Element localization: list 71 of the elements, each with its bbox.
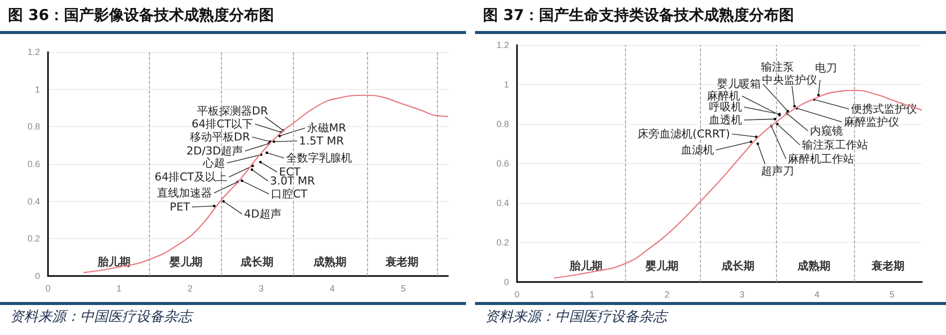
annotation: 衰老期 bbox=[870, 260, 904, 272]
annotation: 血滤机 bbox=[681, 144, 714, 156]
text: 资料来源：中国医疗设备杂志 bbox=[10, 308, 192, 326]
x-tick-label: 1 bbox=[116, 284, 122, 294]
annotation: 输注泵 bbox=[761, 60, 794, 74]
annotation: 麻醉机工作站 bbox=[788, 152, 854, 166]
x-tick-label: 2 bbox=[664, 290, 670, 300]
annotation: 心超 bbox=[202, 156, 225, 170]
y-tick-label: 0.2 bbox=[496, 238, 509, 248]
line-series bbox=[82, 94, 449, 274]
annotation: 64排CT以下 bbox=[192, 118, 253, 130]
x-tick-label: 3 bbox=[739, 290, 745, 300]
annotation: 床旁血滤机(CRRT) bbox=[638, 128, 730, 140]
annotation: 1.5T MR bbox=[299, 134, 344, 148]
annotation: 麻醉机 bbox=[707, 90, 740, 102]
annotation: 全数字乳腺机 bbox=[286, 152, 352, 164]
annotation: 成熟期 bbox=[312, 256, 346, 268]
x-tick-label: 5 bbox=[889, 290, 895, 300]
annotation: 平板探测器DR bbox=[196, 104, 268, 118]
annotation: 呼吸机 bbox=[709, 100, 742, 114]
x-tick-label: 0 bbox=[514, 290, 520, 300]
annotation: 3.0T MR bbox=[270, 174, 316, 188]
annotation: 输注泵工作站 bbox=[802, 138, 868, 152]
y-tick-label: 1 bbox=[504, 80, 509, 90]
annotation: 便携式监护仪 bbox=[851, 102, 917, 116]
annotation: 移动平板DR bbox=[190, 130, 250, 144]
x-tick-label: 4 bbox=[814, 290, 820, 300]
y-tick-label: 0 bbox=[504, 277, 509, 287]
y-tick-label: 0.8 bbox=[496, 119, 509, 129]
y-tick-label: 0.6 bbox=[27, 159, 40, 169]
annotation: 婴儿暖箱 bbox=[717, 78, 761, 90]
annotation: 婴儿期 bbox=[168, 256, 202, 268]
x-tick-label: 2 bbox=[188, 284, 193, 294]
x-tick-label: 5 bbox=[400, 284, 406, 294]
y-tick-label: 0.4 bbox=[496, 198, 509, 208]
annotation: 64排CT及以上 bbox=[154, 170, 227, 184]
y-tick-label: 0 bbox=[34, 271, 40, 281]
annotation: 麻醉监护仪 bbox=[844, 116, 899, 128]
y-tick-label: 0.4 bbox=[27, 196, 40, 206]
x-tick-label: 0 bbox=[45, 284, 51, 294]
annotation: 成熟期 bbox=[796, 260, 830, 272]
annotation: 超声刀 bbox=[761, 164, 794, 178]
annotation: 胎儿期 bbox=[568, 260, 602, 272]
annotation: 婴儿期 bbox=[644, 260, 678, 272]
line-series bbox=[553, 90, 923, 279]
annotation: 电刀 bbox=[815, 62, 837, 74]
annotation: 2D/3D超声 bbox=[186, 144, 243, 158]
annotation: 衰老期 bbox=[384, 256, 418, 268]
y-tick-label: 0.2 bbox=[27, 234, 40, 244]
annotation: 成长期 bbox=[720, 260, 754, 272]
y-tick-label: 0.6 bbox=[496, 158, 509, 168]
annotation: 血透机 bbox=[709, 114, 742, 126]
y-tick-label: 1.2 bbox=[27, 47, 40, 57]
text: 资料来源：中国医疗设备杂志 bbox=[485, 308, 667, 326]
y-tick-label: 1 bbox=[34, 84, 40, 94]
y-tick-label: 1.2 bbox=[496, 40, 509, 50]
annotation: 4D超声 bbox=[244, 208, 282, 220]
annotation: 胎儿期 bbox=[96, 256, 130, 268]
y-tick-label: 0.8 bbox=[27, 122, 40, 132]
chart-title: 图 36：国产影像设备技术成熟度分布图 bbox=[8, 6, 274, 25]
x-tick-label: 4 bbox=[330, 284, 335, 294]
chart-title: 图 37：国产生命支持类设备技术成熟度分布图 bbox=[483, 6, 794, 25]
annotation: 直线加速器 bbox=[157, 186, 212, 200]
annotation: PET bbox=[170, 200, 190, 214]
annotation: 成长期 bbox=[240, 256, 274, 268]
annotation: 永磁MR bbox=[307, 122, 346, 134]
x-tick-label: 1 bbox=[589, 290, 595, 300]
annotation: 内窥镜 bbox=[810, 124, 843, 138]
x-tick-label: 3 bbox=[258, 284, 264, 294]
annotation: 中央监护仪 bbox=[762, 74, 817, 86]
annotation: 口腔CT bbox=[271, 188, 308, 200]
